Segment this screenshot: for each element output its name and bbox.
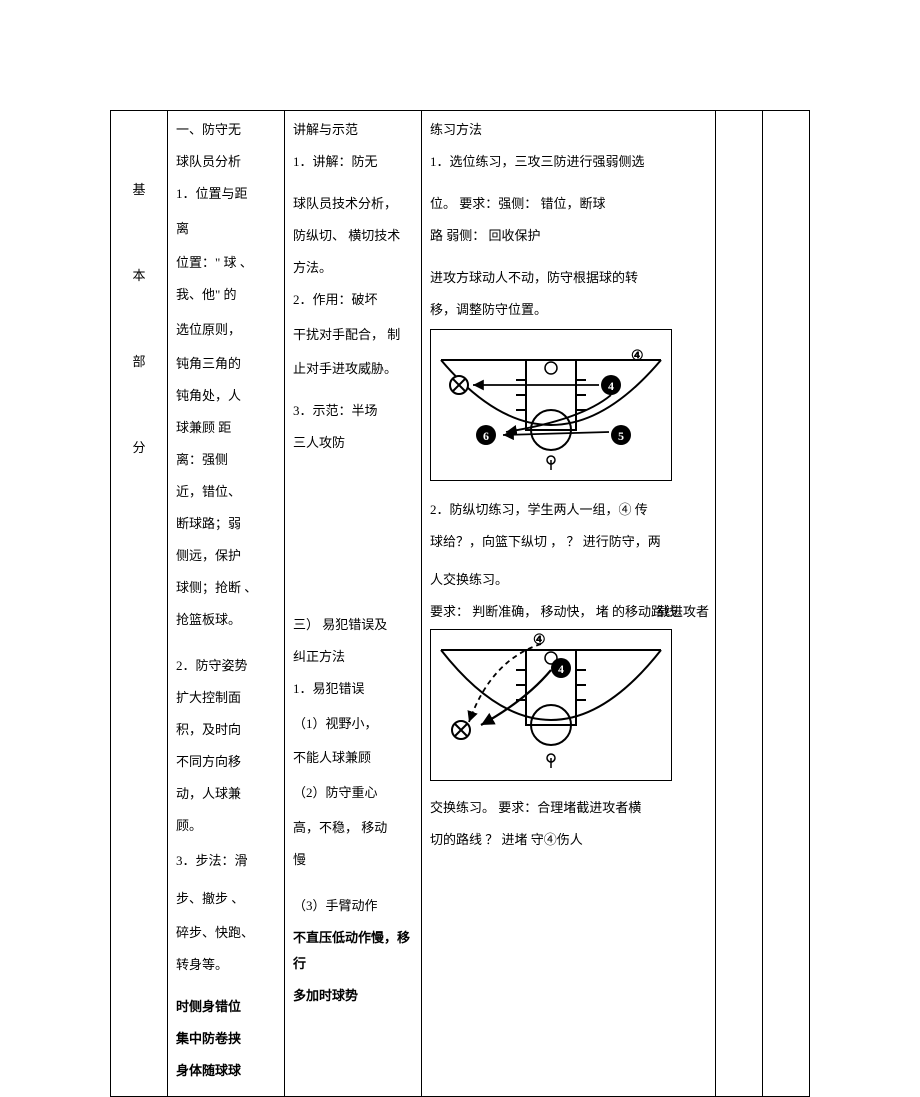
c3-l12: 交换练习。 要求：合理堵截进攻者横 xyxy=(430,795,707,821)
c2-l16: （2）防守重心 xyxy=(293,777,413,808)
c1-l4: 离 xyxy=(176,213,276,244)
c2-l9: 3．示范：半场 xyxy=(293,398,413,424)
c1-l12: 近，错位、 xyxy=(176,479,276,505)
c1-l29: 身体随球球 xyxy=(176,1058,276,1084)
c2-l8: 止对手进攻威胁。 xyxy=(293,356,413,382)
c2-l4: 防纵切、 横切技术 xyxy=(293,223,413,249)
c2-l1: 讲解与示范 xyxy=(293,117,413,143)
c2-l5: 方法。 xyxy=(293,255,413,281)
svg-text:5: 5 xyxy=(618,429,624,443)
c3-l11: 载进攻者 xyxy=(657,599,709,625)
svg-text:4: 4 xyxy=(558,662,564,676)
c1-l28: 集中防卷挟 xyxy=(176,1026,276,1052)
c1-l19: 积，及时向 xyxy=(176,717,276,743)
c1-l7: 选位原则， xyxy=(176,314,276,345)
c1-l13: 断球路；弱 xyxy=(176,511,276,537)
c1-l15: 球侧；抢断 、 xyxy=(176,575,276,601)
row-label-4: 分 xyxy=(119,435,159,461)
c2-l14: （1）视野小， xyxy=(293,708,413,739)
c1-l16: 抢篮板球。 xyxy=(176,607,276,633)
row-label-1: 基 xyxy=(119,177,159,203)
c1-l22: 顾。 xyxy=(176,813,276,839)
c3-l9: 人交换练习。 xyxy=(430,567,707,593)
c3-l2: 1．选位练习，三攻三防进行强弱侧选 xyxy=(430,149,707,175)
c1-l2: 球队员分析 xyxy=(176,149,276,175)
svg-text:④: ④ xyxy=(631,347,644,363)
c1-l17: 2．防守姿势 xyxy=(176,653,276,679)
c1-l8: 钝角三角的 xyxy=(176,351,276,377)
c2-l15: 不能人球兼顾 xyxy=(293,745,413,771)
c2-l7: 干扰对手配合， 制 xyxy=(293,319,413,350)
c2-l11: 三） 易犯错误及 xyxy=(293,612,413,638)
c2-l18: 慢 xyxy=(293,847,413,873)
c1-l27: 时侧身错位 xyxy=(176,994,276,1020)
c1-l24: 步、撤步 、 xyxy=(176,883,276,914)
c1-l11: 离：强侧 xyxy=(176,447,276,473)
c2-l13: 1．易犯错误 xyxy=(293,676,413,702)
c1-l20: 不同方向移 xyxy=(176,749,276,775)
c1-l25: 碎步、快跑、 xyxy=(176,920,276,946)
court-diagram-1: ④ 4 6 5 xyxy=(430,329,672,481)
c2-l20: 不直压低动作慢，移行 xyxy=(293,925,413,977)
c1-l5: 位置：" 球 、 xyxy=(176,250,276,276)
c3-l4: 路 弱侧： 回收保护 xyxy=(430,223,707,249)
c2-l2: 1．讲解：防无 xyxy=(293,149,413,175)
c2-l12: 纠正方法 xyxy=(293,644,413,670)
c2-l10: 三人攻防 xyxy=(293,430,413,456)
c3-l8: 球给？，向篮下纵切 ， ？ 进行防守，两 xyxy=(430,529,707,555)
c1-l1: 一、防守无 xyxy=(176,117,276,143)
c1-l21: 动，人球兼 xyxy=(176,781,276,807)
c2-l19: （3）手臂动作 xyxy=(293,893,413,919)
svg-text:4: 4 xyxy=(608,379,614,393)
c1-l3: 1．位置与距 xyxy=(176,181,276,207)
c2-l6: 2．作用：破坏 xyxy=(293,287,413,313)
row-label-2: 本 xyxy=(119,263,159,289)
c3-l1: 练习方法 xyxy=(430,117,707,143)
c1-l9: 钝角处，人 xyxy=(176,383,276,409)
c3-l5: 进攻方球动人不动，防守根据球的转 xyxy=(430,265,707,291)
c1-l26: 转身等。 xyxy=(176,952,276,978)
c2-l3: 球队员技术分析， xyxy=(293,191,413,217)
c1-l18: 扩大控制面 xyxy=(176,685,276,711)
c1-l14: 侧远，保护 xyxy=(176,543,276,569)
court-diagram-2: ④ 4 xyxy=(430,629,672,781)
c1-l10: 球兼顾 距 xyxy=(176,415,276,441)
c3-l13: 切的路线 ？ 进堵 守④伤人 xyxy=(430,827,707,853)
c2-l17: 高，不稳， 移动 xyxy=(293,815,413,841)
c1-l23: 3．步法：滑 xyxy=(176,845,276,876)
c3-l3: 位。 要求：强侧： 错位，断球 xyxy=(430,191,707,217)
c3-l6: 移，调整防守位置。 xyxy=(430,297,707,323)
c1-l6: 我、他" 的 xyxy=(176,282,276,308)
row-label-3: 部 xyxy=(119,349,159,375)
c3-l7: 2．防纵切练习，学生两人一组，④ 传 xyxy=(430,497,707,523)
c3-l10: 要求： 判断准确， 移动快， 堵 的移动路线。 xyxy=(430,604,690,619)
c2-l21: 多加时球势 xyxy=(293,983,413,1009)
svg-text:6: 6 xyxy=(483,429,489,443)
